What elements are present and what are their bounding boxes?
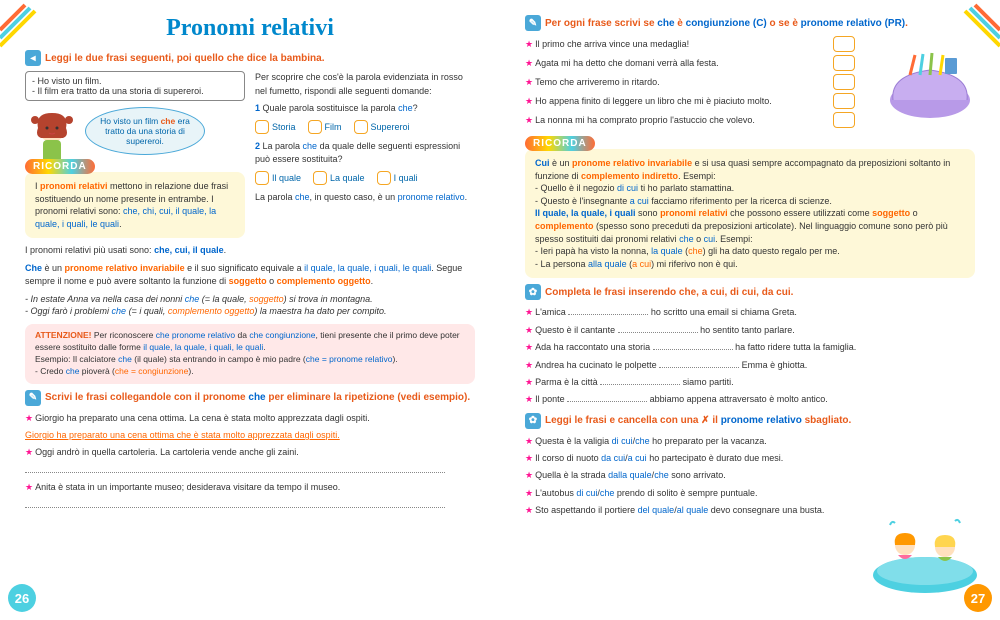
- speaker-icon: ◂: [25, 50, 41, 66]
- exercise-cartoleria: ★Oggi andrò in quella cartoleria. La car…: [25, 445, 475, 459]
- pool-kids-illustration-icon: [870, 505, 980, 595]
- blank-c6[interactable]: [567, 401, 647, 402]
- pencils-decoration-icon: [950, 0, 1000, 50]
- complete-6: ★Il ponte abbiamo appena attraversato è …: [525, 392, 975, 406]
- options-2: Il quale La quale I quali: [255, 171, 475, 185]
- instruction-4: ✿ Completa le frasi inserendo che, a cui…: [525, 284, 975, 300]
- complete-1: ★L'amica ho scritto una email si chiama …: [525, 305, 975, 319]
- paragraph-3: Che è un pronome relativo invariabile e …: [25, 262, 475, 289]
- question-1: 1 Quale parola sostituisce la parola che…: [255, 102, 475, 116]
- blank-c4[interactable]: [659, 367, 739, 368]
- question-2: 2 La parola che da quale delle seguenti …: [255, 140, 475, 167]
- exercise-r1: ★Il primo che arriva vince una medaglia!: [525, 36, 855, 52]
- flower-icon: ✿: [525, 284, 541, 300]
- exercise-anita: ★Anita è stata in un importante museo; d…: [25, 480, 475, 494]
- instruction-1: ◂ Leggi le due frasi seguenti, poi quell…: [25, 50, 475, 66]
- answer-box-4[interactable]: [833, 93, 855, 109]
- example-2: - Oggi farò i problemi che (= i quali, c…: [25, 305, 475, 318]
- checkbox-iquali[interactable]: [377, 171, 391, 185]
- answer-box-1[interactable]: [833, 36, 855, 52]
- checkbox-storia[interactable]: [255, 120, 269, 134]
- checkbox-film[interactable]: [308, 120, 322, 134]
- ricorda-header-2: RICORDA: [525, 136, 595, 151]
- paragraph-2: I pronomi relativi più usati sono: che, …: [25, 244, 475, 258]
- cross-3: ★Quella è la strada dalla quale/che sono…: [525, 468, 865, 482]
- gear-icon: ✿: [525, 413, 541, 429]
- sentence-box: - Ho visto un film. - Il film era tratto…: [25, 71, 245, 101]
- complete-2: ★Questo è il cantante ho sentito tanto p…: [525, 323, 975, 337]
- attention-box: ATTENZIONE! Per riconoscere che pronome …: [25, 324, 475, 384]
- instruction-5: ✿ Leggi le frasi e cancella con una ✗ il…: [525, 413, 975, 429]
- instruction-2: ✎ Scrivi le frasi collegandole con il pr…: [25, 390, 475, 406]
- exercise-r2: ★Agata mi ha detto che domani verrà alla…: [525, 55, 855, 71]
- answer-box-2[interactable]: [833, 55, 855, 71]
- pencil-icon: ✎: [25, 390, 41, 406]
- page-right: ✎ Per ogni frase scrivi se che è congiun…: [500, 0, 1000, 620]
- exercise-r5: ★La nonna mi ha comprato proprio l'astuc…: [525, 112, 855, 128]
- pencil-case-icon: [885, 50, 975, 120]
- answer-text: La parola che, in questo caso, è un pron…: [255, 191, 475, 205]
- checkbox-ilquale[interactable]: [255, 171, 269, 185]
- sentence-1: - Ho visto un film.: [32, 76, 238, 86]
- blank-c2[interactable]: [618, 332, 698, 333]
- answer-box-5[interactable]: [833, 112, 855, 128]
- exercise-r4: ★Ho appena finito di leggere un libro ch…: [525, 93, 855, 109]
- complete-3: ★Ada ha raccontato una storia ha fatto r…: [525, 340, 975, 354]
- page-title: Pronomi relativi: [25, 15, 475, 42]
- instruction-4-text: Completa le frasi inserendo che, a cui, …: [545, 287, 793, 298]
- exercise-giorgio: ★Giorgio ha preparato una cena ottima. L…: [25, 411, 475, 425]
- ricorda-box-1: I pronomi relativi mettono in relazione …: [25, 172, 245, 238]
- cross-5: ★Sto aspettando il portiere del quale/al…: [525, 503, 865, 517]
- options-1: Storia Film Supereroi: [255, 120, 475, 134]
- blank-line-2[interactable]: [25, 498, 475, 512]
- complete-4: ★Andrea ha cucinato le polpette Emma è g…: [525, 358, 975, 372]
- ricorda-box-2: Cui è un pronome relativo invariabile e …: [525, 149, 975, 278]
- cross-4: ★L'autobus di cui/che prendo di solito è…: [525, 486, 865, 500]
- instruction-1-text: Leggi le due frasi seguenti, poi quello …: [45, 53, 325, 64]
- pencils-decoration-icon: [0, 0, 50, 50]
- complete-5: ★Parma è la città siamo partiti.: [525, 375, 975, 389]
- exercise-giorgio-answer: Giorgio ha preparato una cena ottima che…: [25, 428, 475, 442]
- checkbox-laquale[interactable]: [313, 171, 327, 185]
- blank-c3[interactable]: [653, 349, 733, 350]
- cross-1: ★Questa è la valigia di cui/che ho prepa…: [525, 434, 865, 448]
- ricorda-header: RICORDA: [25, 159, 95, 174]
- page-number-right: 27: [964, 584, 992, 612]
- sentence-2: - Il film era tratto da una storia di su…: [32, 86, 238, 96]
- instruction-3: ✎ Per ogni frase scrivi se che è congiun…: [525, 15, 975, 31]
- puzzle-icon: ✎: [525, 15, 541, 31]
- speech-bubble: Ho visto un film che era tratto da una s…: [85, 107, 205, 155]
- example-1: - In estate Anna va nella casa dei nonni…: [25, 293, 475, 306]
- blank-c1[interactable]: [568, 314, 648, 315]
- blank-c5[interactable]: [600, 384, 680, 385]
- questions-intro: Per scoprire che cos'è la parola evidenz…: [255, 71, 475, 98]
- page-left: Pronomi relativi ◂ Leggi le due frasi se…: [0, 0, 500, 620]
- cross-2: ★Il corso di nuoto da cui/a cui ho parte…: [525, 451, 865, 465]
- checkbox-supereroi[interactable]: [354, 120, 368, 134]
- exercise-r3: ★Temo che arriveremo in ritardo.: [525, 74, 855, 90]
- answer-box-3[interactable]: [833, 74, 855, 90]
- page-number-left: 26: [8, 584, 36, 612]
- workbook-spread: Pronomi relativi ◂ Leggi le due frasi se…: [0, 0, 1000, 620]
- blank-line-1[interactable]: [25, 463, 475, 477]
